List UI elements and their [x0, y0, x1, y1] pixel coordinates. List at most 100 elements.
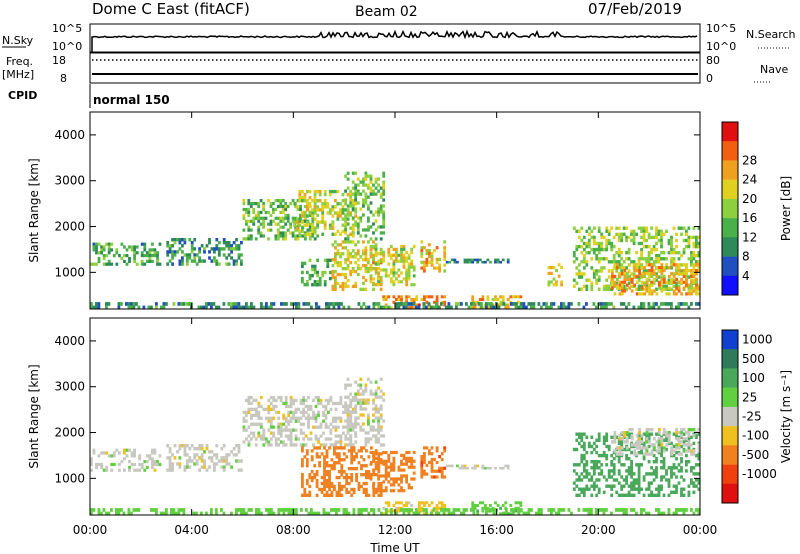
scatter-cell [235, 444, 238, 448]
scatter-cell [647, 484, 651, 488]
scatter-cell [272, 434, 276, 438]
scatter-cell [303, 192, 307, 197]
y-tick-label: 1000 [54, 471, 85, 485]
scatter-cell [173, 238, 177, 242]
scatter-cell [354, 220, 358, 224]
scatter-cell [369, 180, 373, 184]
scatter-cell [407, 511, 411, 516]
scatter-cell [400, 508, 403, 512]
scatter-cell [166, 456, 170, 460]
scatter-cell [630, 450, 633, 455]
scatter-cell [685, 437, 688, 441]
scatter-cell [590, 235, 594, 240]
scatter-cell [344, 267, 347, 271]
nsearch-tick-bottom: 10^0 [706, 40, 736, 53]
scatter-cell [677, 226, 681, 230]
scatter-cell [392, 268, 396, 272]
scatter-cell [346, 171, 350, 175]
scatter-cell [232, 302, 236, 306]
scatter-cell [346, 237, 350, 241]
scatter-cell [637, 257, 641, 261]
scatter-cell [613, 283, 617, 287]
scatter-cell [630, 434, 634, 438]
scatter-cell [400, 462, 403, 466]
scatter-cell [587, 244, 591, 249]
scatter-cell [341, 205, 345, 209]
scatter-cell [372, 287, 375, 291]
scatter-cell [95, 465, 98, 469]
scatter-cell [680, 428, 683, 432]
scatter-cell [325, 511, 328, 516]
colorbar-swatch [722, 198, 738, 219]
scatter-cell [230, 250, 233, 254]
scatter-cell [325, 473, 329, 477]
scatter-cell [697, 508, 701, 512]
scatter-cell [665, 472, 668, 476]
scatter-cell [301, 446, 304, 450]
scatter-cell [190, 459, 194, 463]
scatter-cell [632, 235, 636, 240]
scatter-cell [662, 475, 666, 479]
scatter-cell [430, 466, 434, 470]
scatter-cell [374, 389, 378, 393]
scatter-cell [509, 295, 513, 299]
scatter-cell [660, 269, 664, 273]
scatter-cell [356, 416, 360, 420]
scatter-cell [590, 435, 594, 439]
scatter-cell [620, 487, 624, 491]
scatter-cell [611, 286, 614, 290]
scatter-cell [672, 490, 676, 494]
scatter-cell [240, 259, 243, 263]
scatter-cell [289, 202, 292, 206]
scatter-cell [313, 205, 317, 209]
scatter-cell [341, 229, 345, 233]
scatter-cell [625, 431, 629, 435]
scatter-cell [602, 435, 606, 439]
scatter-cell [257, 213, 261, 217]
scatter-cell [295, 508, 298, 512]
scatter-cell [327, 437, 330, 441]
scatter-cell [484, 260, 487, 264]
scatter-cell [349, 398, 353, 403]
scatter-cell [412, 244, 416, 249]
scatter-cell [620, 286, 624, 290]
scatter-cell [697, 478, 701, 482]
scatter-cell [682, 251, 686, 255]
scatter-cell [412, 450, 416, 455]
scatter-cell [622, 284, 626, 288]
scatter-cell [473, 258, 477, 262]
scatter-cell [420, 509, 424, 513]
scatter-cell [118, 462, 121, 467]
scatter-cell [341, 240, 345, 244]
scatter-cell [374, 228, 378, 232]
scatter-cell [354, 222, 358, 226]
scatter-cell [402, 489, 406, 493]
scatter-cell [400, 247, 403, 251]
scatter-cell [582, 457, 586, 461]
scatter-cell [580, 460, 584, 464]
scatter-cell [647, 511, 651, 516]
mhz-label: [MHz] [2, 68, 34, 81]
scatter-cell [690, 466, 693, 470]
scatter-cell [254, 422, 258, 426]
scatter-cell [250, 305, 253, 310]
scatter-cell [642, 493, 646, 497]
colorbar-frame [721, 329, 739, 504]
scatter-cell [158, 454, 162, 458]
scatter-cell [356, 389, 360, 393]
scatter-cell [346, 410, 350, 414]
scatter-cell [247, 237, 251, 241]
scatter-cell [249, 202, 253, 206]
scatter-cell [354, 392, 358, 396]
scatter-cell [660, 460, 663, 464]
scatter-cell [359, 428, 363, 432]
scatter-cell [374, 428, 378, 432]
scatter-cell [618, 274, 622, 278]
scatter-cell [298, 189, 302, 194]
scatter-cell [440, 452, 444, 456]
scatter-cell [242, 511, 246, 516]
scatter-cell [325, 305, 328, 310]
scatter-cell [362, 422, 365, 426]
scatter-cell [625, 277, 629, 281]
